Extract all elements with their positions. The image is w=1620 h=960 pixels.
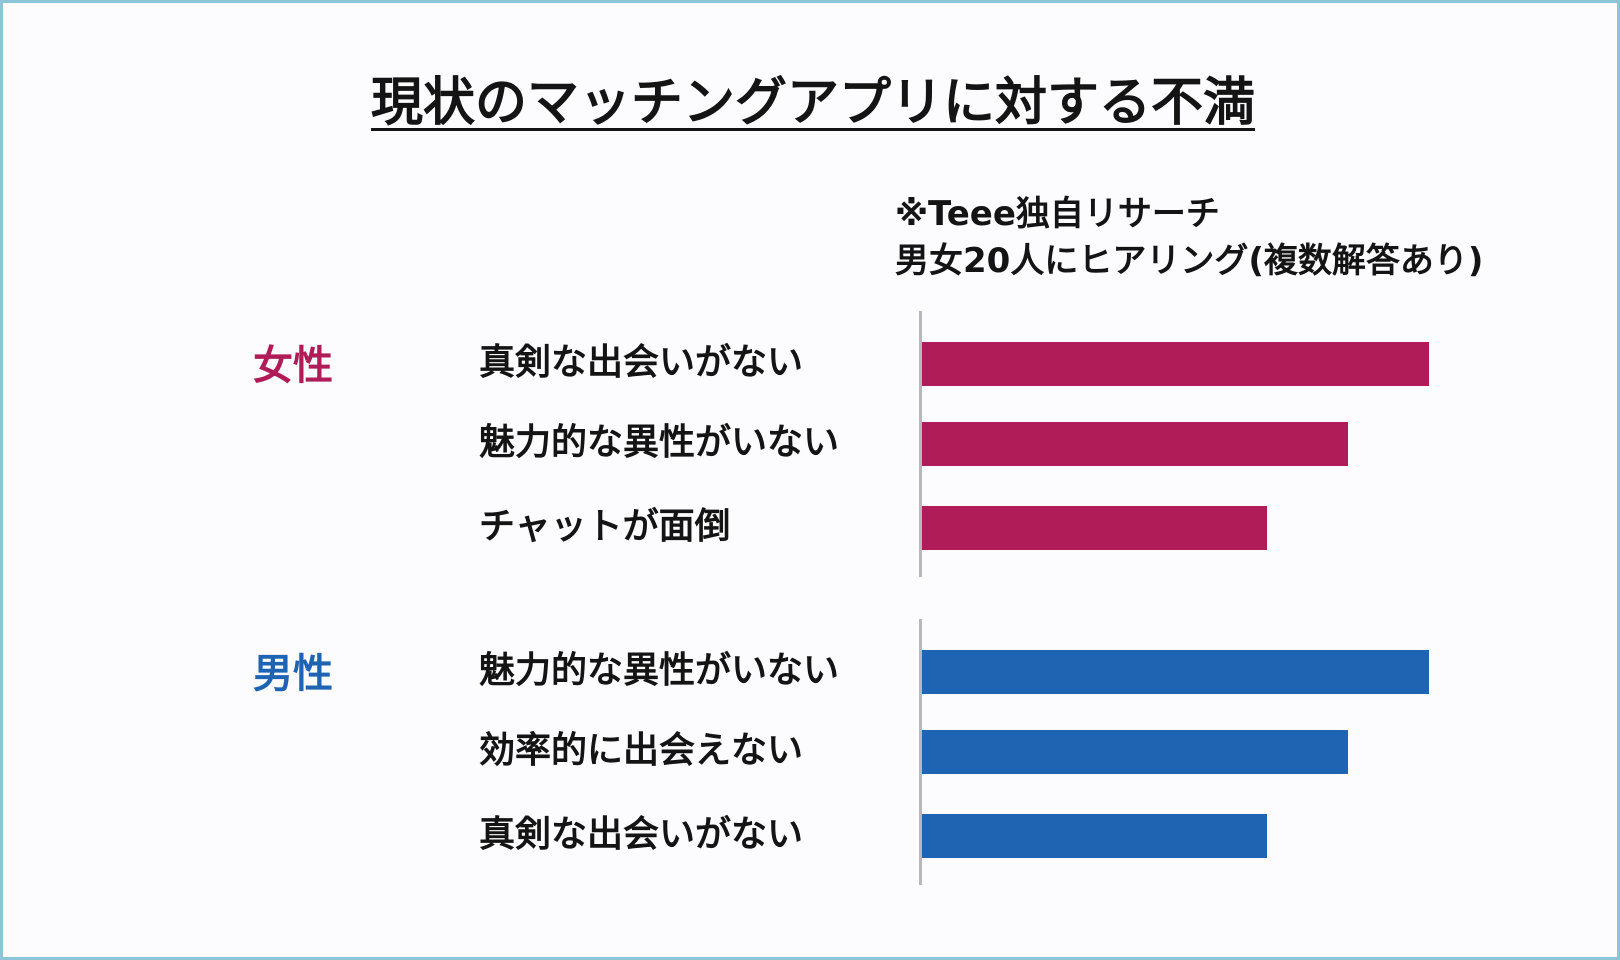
research-note-line1: ※Teee独自リサーチ bbox=[895, 194, 1220, 234]
group-label-male: 男性 bbox=[253, 651, 333, 697]
category-label: 魅力的な異性がいない bbox=[479, 650, 840, 691]
bar-male-2 bbox=[922, 730, 1348, 774]
group-label-female: 女性 bbox=[253, 343, 333, 389]
research-note-line2: 男女20人にヒアリング(複数解答あり) bbox=[895, 241, 1484, 281]
bar-axis-line bbox=[919, 619, 922, 885]
category-label: 真剣な出会いがない bbox=[479, 814, 804, 855]
chart-title: 現状のマッチングアプリに対する不満 bbox=[370, 73, 1255, 133]
category-label: 効率的に出会えない bbox=[479, 730, 804, 771]
bar-axis-line bbox=[919, 311, 922, 577]
bar-female-3 bbox=[922, 506, 1267, 550]
category-label: 魅力的な異性がいない bbox=[479, 422, 840, 463]
category-label: チャットが面倒 bbox=[479, 506, 731, 547]
bar-female-1 bbox=[922, 342, 1429, 386]
bar-female-2 bbox=[922, 422, 1348, 466]
bar-male-3 bbox=[922, 814, 1267, 858]
category-label: 真剣な出会いがない bbox=[479, 342, 804, 383]
bar-male-1 bbox=[922, 650, 1429, 694]
